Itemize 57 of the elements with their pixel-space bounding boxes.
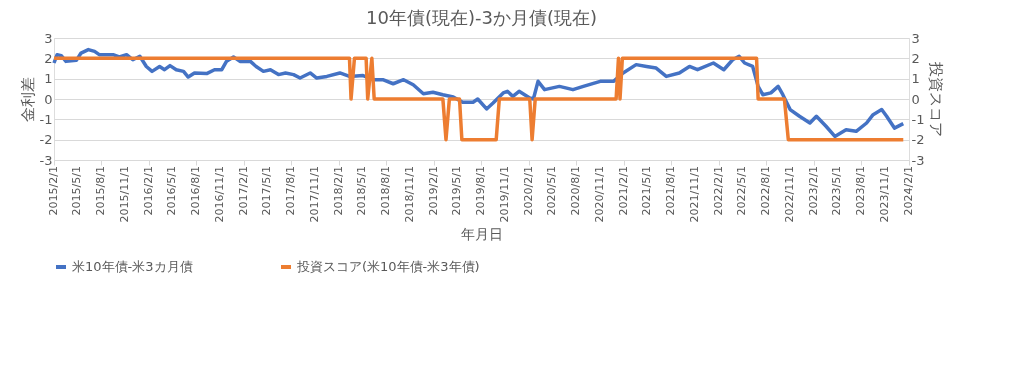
x-tick-label: 2024/2/1 — [902, 166, 915, 216]
x-tick-label: 2015/5/1 — [70, 166, 84, 216]
x-tick-label: 2015/8/1 — [94, 166, 108, 216]
x-tick-label: 2020/11/1 — [593, 166, 607, 223]
x-tick-label: 2022/5/1 — [735, 166, 749, 216]
y-tick-label: 2 — [44, 50, 53, 66]
x-tick-label: 2016/8/1 — [189, 166, 203, 216]
x-tick-label: 2017/11/1 — [308, 166, 322, 223]
x-tick-label: 2017/2/1 — [237, 166, 251, 216]
x-tick-label: 2016/5/1 — [165, 166, 179, 216]
x-tick-label: 2023/11/1 — [878, 166, 892, 223]
x-tick-label: 2020/2/1 — [521, 166, 535, 216]
y2-tick-label: -3 — [911, 152, 925, 168]
y-tick-label: -1 — [39, 111, 53, 127]
y2-tick-label: 0 — [911, 91, 920, 107]
x-tick-label: 2019/5/1 — [450, 166, 464, 216]
x-tick-label: 2020/5/1 — [545, 166, 559, 216]
y-tick-label: 3 — [44, 30, 53, 46]
x-tick-label: 2018/2/1 — [332, 166, 346, 216]
y2-axis-title: 投資スコア — [927, 61, 946, 137]
x-tick-label: 2017/8/1 — [284, 166, 298, 216]
x-tick-label: 2023/5/1 — [830, 166, 844, 216]
x-tick-label: 2018/11/1 — [403, 166, 417, 223]
x-tick-label: 2022/11/1 — [783, 166, 797, 223]
y2-tick-label: 2 — [911, 50, 920, 66]
x-tick-label: 2019/11/1 — [498, 166, 512, 223]
y-tick-label: 0 — [44, 91, 53, 107]
y-axis-title: 金利差 — [18, 77, 37, 122]
x-tick-label: 2020/8/1 — [569, 166, 583, 216]
x-tick-label: 2021/2/1 — [617, 166, 631, 216]
chart-title: 10年債(現在)-3か月債(現在) — [366, 7, 597, 28]
x-tick-label: 2022/2/1 — [712, 166, 726, 216]
x-axis-title: 年月日 — [461, 226, 503, 242]
x-tick-label: 2015/2/1 — [47, 166, 60, 216]
x-tick-label: 2022/8/1 — [759, 166, 773, 216]
x-tick-label: 2021/8/1 — [664, 166, 678, 216]
x-tick-label: 2021/11/1 — [688, 166, 702, 223]
x-tick-label: 2018/5/1 — [355, 166, 369, 216]
legend-label: 米10年債-米3カ月債 — [72, 259, 193, 274]
x-tick-label: 2023/2/1 — [807, 166, 821, 216]
x-tick-label: 2018/8/1 — [379, 166, 393, 216]
x-tick-label: 2017/5/1 — [260, 166, 274, 216]
x-tick-label: 2023/8/1 — [854, 166, 868, 216]
y2-tick-label: 3 — [911, 30, 920, 46]
y-tick-label: -3 — [39, 152, 53, 168]
x-tick-label: 2021/5/1 — [640, 166, 654, 216]
x-tick-label: 2015/11/1 — [118, 166, 132, 223]
x-tick-label: 2016/11/1 — [213, 166, 227, 223]
x-tick-label: 2016/2/1 — [141, 166, 155, 216]
y-tick-label: -2 — [39, 132, 53, 148]
legend-label: 投資スコア(米10年債-米3年債) — [296, 259, 480, 274]
y-tick-label: 1 — [44, 71, 53, 87]
y2-tick-label: -1 — [911, 111, 925, 127]
y2-tick-label: -2 — [911, 132, 925, 148]
x-tick-label: 2019/2/1 — [427, 166, 441, 216]
y2-tick-label: 1 — [911, 71, 920, 87]
x-tick-label: 2019/8/1 — [474, 166, 488, 216]
